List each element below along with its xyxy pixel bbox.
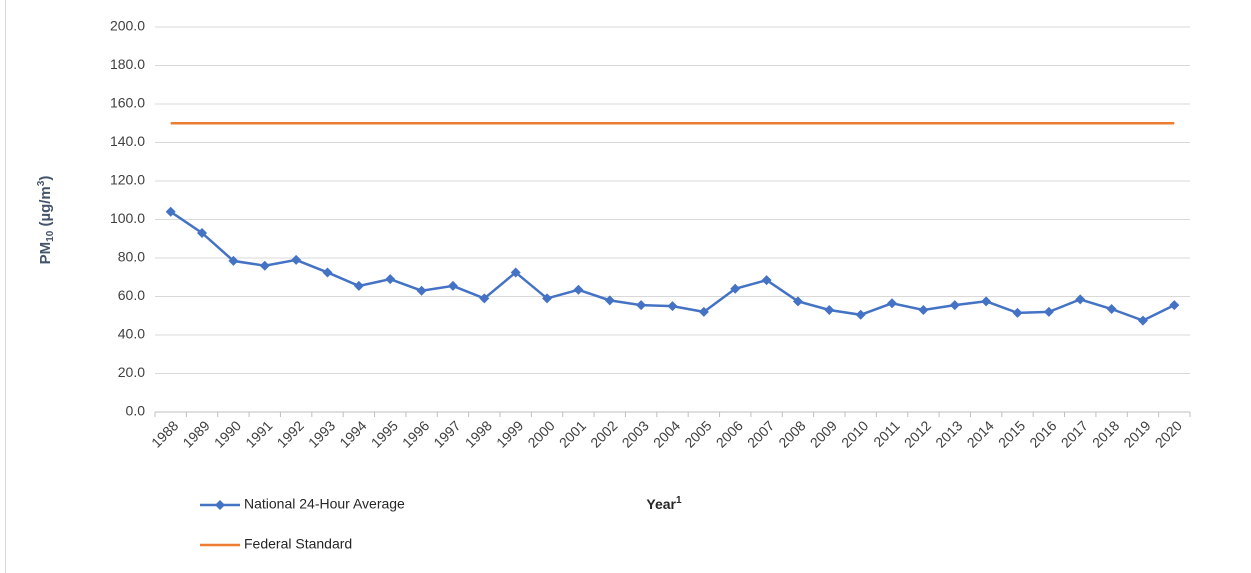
data-point xyxy=(228,255,239,266)
x-tick-label: 2000 xyxy=(524,417,557,450)
x-tick-label: 1990 xyxy=(211,417,244,450)
data-point xyxy=(479,293,490,304)
x-tick-label: 2013 xyxy=(932,417,965,450)
y-tick-label: 40.0 xyxy=(118,326,145,342)
x-tick-label: 2018 xyxy=(1089,417,1122,450)
data-point xyxy=(1137,315,1148,326)
data-point xyxy=(416,285,427,296)
data-point xyxy=(353,280,364,291)
x-tick-label: 1993 xyxy=(305,417,338,450)
data-point xyxy=(573,284,584,295)
x-tick-label: 2014 xyxy=(964,417,997,450)
x-tick-label: 1999 xyxy=(493,417,526,450)
x-tick-label: 2002 xyxy=(587,417,620,450)
x-axis-label: Year1 xyxy=(646,495,682,512)
x-tick-label: 2017 xyxy=(1058,417,1091,450)
data-point xyxy=(855,309,866,320)
x-tick-label: 1994 xyxy=(336,417,369,450)
x-tick-label: 2004 xyxy=(650,417,683,450)
y-tick-label: 180.0 xyxy=(110,56,145,72)
x-tick-label: 1998 xyxy=(462,417,495,450)
x-tick-label: 2016 xyxy=(1026,417,1059,450)
data-point xyxy=(291,254,302,265)
x-tick-label: 2007 xyxy=(744,417,777,450)
data-point xyxy=(1043,306,1054,317)
x-tick-label: 2008 xyxy=(775,417,808,450)
x-tick-label: 2005 xyxy=(681,417,714,450)
data-point xyxy=(636,300,647,311)
data-point xyxy=(698,306,709,317)
x-tick-label: 2001 xyxy=(556,417,589,450)
data-point xyxy=(197,227,208,238)
x-tick-label: 1996 xyxy=(399,417,432,450)
data-point xyxy=(510,267,521,278)
data-point xyxy=(918,304,929,315)
y-tick-label: 120.0 xyxy=(110,172,145,188)
data-point xyxy=(1075,294,1086,305)
x-tick-label: 2003 xyxy=(619,417,652,450)
legend-label: Federal Standard xyxy=(244,536,352,552)
data-point xyxy=(385,274,396,285)
data-point xyxy=(1106,304,1117,315)
legend-marker xyxy=(215,500,225,510)
data-point xyxy=(1012,307,1023,318)
y-tick-label: 20.0 xyxy=(118,364,145,380)
y-axis-label: PM10 (µg/m3) xyxy=(36,176,56,265)
x-tick-label: 2006 xyxy=(713,417,746,450)
x-tick-label: 2019 xyxy=(1120,417,1153,450)
chart-frame xyxy=(5,0,6,573)
data-point xyxy=(981,296,992,307)
x-tick-label: 2010 xyxy=(838,417,871,450)
x-tick-label: 2011 xyxy=(870,417,903,450)
data-point xyxy=(667,301,678,312)
data-point xyxy=(259,260,270,271)
data-point xyxy=(604,295,615,306)
x-tick-label: 1988 xyxy=(148,417,181,450)
data-point xyxy=(949,300,960,311)
y-tick-label: 140.0 xyxy=(110,133,145,149)
x-tick-label: 1995 xyxy=(368,417,401,450)
data-point xyxy=(824,304,835,315)
data-point xyxy=(322,267,333,278)
x-tick-label: 1997 xyxy=(430,417,463,450)
x-tick-label: 2012 xyxy=(901,417,934,450)
data-point xyxy=(761,275,772,286)
data-point xyxy=(792,296,803,307)
data-point xyxy=(165,206,176,217)
legend-label: National 24-Hour Average xyxy=(244,496,405,512)
x-tick-label: 2015 xyxy=(995,417,1028,450)
y-tick-label: 200.0 xyxy=(110,18,145,34)
data-point xyxy=(887,298,898,309)
y-tick-label: 60.0 xyxy=(118,287,145,303)
y-tick-label: 0.0 xyxy=(126,403,146,419)
data-point xyxy=(730,283,741,294)
y-tick-label: 80.0 xyxy=(118,249,145,265)
y-tick-label: 160.0 xyxy=(110,95,145,111)
data-point xyxy=(447,280,458,291)
x-tick-label: 1992 xyxy=(274,417,307,450)
y-tick-label: 100.0 xyxy=(110,210,145,226)
x-tick-label: 2009 xyxy=(807,417,840,450)
data-point xyxy=(1169,300,1180,311)
x-tick-label: 1989 xyxy=(179,417,212,450)
data-point xyxy=(542,293,553,304)
x-tick-label: 1991 xyxy=(242,417,275,450)
x-tick-label: 2020 xyxy=(1152,417,1185,450)
